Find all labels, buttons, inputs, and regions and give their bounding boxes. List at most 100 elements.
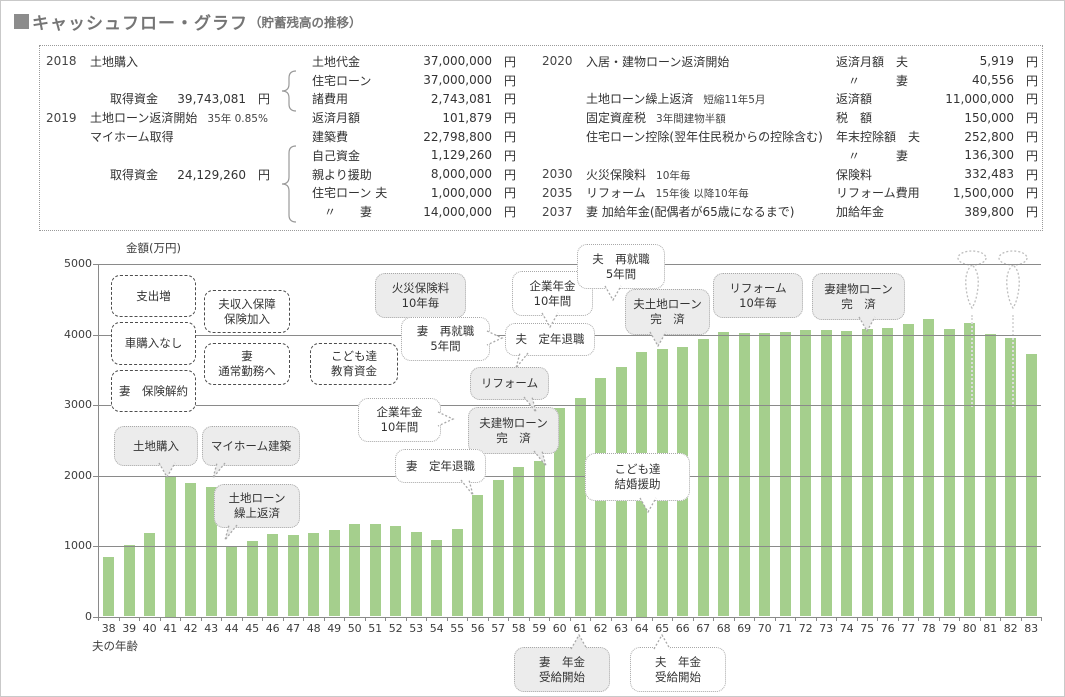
callout-wife-retirement: 妻 定年退職 xyxy=(395,449,486,483)
summary-row: 自己資金 1,129,260 円 xyxy=(46,146,516,165)
callout-text: 妻 再就職 xyxy=(416,324,475,339)
bar-age-67 xyxy=(697,339,709,617)
callout-tail xyxy=(523,396,537,413)
callout-reform: リフォーム xyxy=(470,367,549,400)
x-axis-tick xyxy=(467,616,469,621)
callout-text: 通常勤務へ xyxy=(218,364,276,378)
summary-cell: 円 xyxy=(1025,92,1038,107)
y-axis-tick-4000 xyxy=(93,334,98,336)
callout-tail xyxy=(212,462,226,479)
callout-text: 10年毎 xyxy=(739,295,777,310)
x-tick-label-66: 66 xyxy=(675,621,690,635)
x-axis-tick xyxy=(508,616,510,621)
gridline-2000 xyxy=(98,475,1041,477)
callout-tail xyxy=(533,450,547,467)
summary-cell: 円 xyxy=(1025,73,1038,88)
summary-cell: 5,919 xyxy=(979,54,1014,69)
callout-text: 企業年金 xyxy=(529,278,576,293)
bar-age-55 xyxy=(451,529,463,617)
summary-cell: 332,483 xyxy=(964,167,1014,182)
summary-row: 2018 土地購入 土地代金 37,000,000 円 xyxy=(46,52,516,71)
x-tick-label-48: 48 xyxy=(306,621,321,635)
x-axis-tick xyxy=(979,616,981,621)
callout-tail xyxy=(639,497,657,514)
summary-cell: 円 xyxy=(503,73,516,88)
callout-text: 企業年金 xyxy=(376,405,423,420)
x-axis-tick xyxy=(856,616,858,621)
callout-corporate-pension-10yr-2: 企業年金 10年間 xyxy=(358,398,441,442)
y-tick-label-0: 0 xyxy=(85,609,92,623)
summary-cell: 自己資金 xyxy=(312,148,361,163)
callout-text: 夫建物ローン xyxy=(479,415,548,430)
callout-text: 妻 保険解約 xyxy=(119,383,188,398)
callout-wife-insurance-cancellation: 妻 保険解約 xyxy=(111,370,196,412)
summary-cell: 円 xyxy=(503,111,516,126)
callout-text: 10年毎 xyxy=(401,295,440,310)
x-tick-label-52: 52 xyxy=(388,621,403,635)
x-tick-label-65: 65 xyxy=(655,621,670,635)
summary-row: 2020 入居・建物ローン返済開始 返済月額 夫 5,919 円 xyxy=(542,52,1038,71)
x-tick-label-63: 63 xyxy=(614,621,629,635)
x-axis-tick xyxy=(733,616,735,621)
callout-husband-land-loan-paid-off: 夫土地ローン完 済 xyxy=(625,289,710,335)
summary-row: 住宅ローン 夫 1,000,000 円 xyxy=(46,184,516,203)
x-axis-tick xyxy=(159,616,161,621)
y-tick-label-3000: 3000 xyxy=(64,398,92,411)
callout-text: 結婚援助 xyxy=(614,477,661,491)
bar-age-70 xyxy=(759,333,771,617)
callout-tail xyxy=(570,633,588,650)
x-axis-tick xyxy=(262,616,264,621)
x-axis-tick xyxy=(426,616,428,621)
summary-cell: 円 xyxy=(1025,205,1038,220)
summary-cell: 円 xyxy=(503,205,516,220)
x-axis-tick xyxy=(815,616,817,621)
summary-cell: 火災保険料 10年毎 xyxy=(586,167,691,182)
x-tick-label-82: 82 xyxy=(1003,621,1018,635)
summary-row: 取得資金 24,129,260 円 親より援助 8,000,000 円 xyxy=(46,165,516,184)
x-tick-label-57: 57 xyxy=(491,621,506,635)
x-axis-tick xyxy=(528,616,530,621)
callout-tail xyxy=(653,633,671,650)
summary-row: 土地ローン繰上返済 短縮11年5月 返済額 11,000,000 円 xyxy=(542,90,1038,109)
x-axis-tick xyxy=(1041,616,1043,621)
summary-cell: 親より援助 xyxy=(312,167,372,182)
summary-cell: 〃 妻 xyxy=(312,205,373,220)
x-axis-tick xyxy=(323,616,325,621)
summary-cell: 円 xyxy=(503,54,516,69)
bar-age-57 xyxy=(492,480,504,617)
callout-tail xyxy=(649,331,667,348)
callout-reform-every-10yr: リフォーム 10年毎 xyxy=(713,273,803,318)
x-tick-label-80: 80 xyxy=(962,621,977,635)
x-axis-tick xyxy=(836,616,838,621)
x-tick-label-70: 70 xyxy=(757,621,772,635)
bar-age-78 xyxy=(923,318,935,617)
summary-cell: 389,800 xyxy=(964,204,1014,219)
bar-age-74 xyxy=(841,330,853,617)
callout-tail xyxy=(224,524,238,541)
pushpin-icon xyxy=(995,248,1031,312)
summary-cell: 返済月額 xyxy=(312,111,361,126)
bar-age-59 xyxy=(533,461,545,617)
x-axis-tick xyxy=(364,616,366,621)
callout-text: マイホーム建築 xyxy=(210,438,292,453)
x-axis-tick xyxy=(918,616,920,621)
summary-row: 住宅ローン控除(翌年住民税からの控除含む) 年末控除額 夫 252,800 円 xyxy=(542,127,1038,146)
summary-cell: 年末控除額 夫 xyxy=(836,130,921,145)
callout-land-loan-prepayment: 土地ローン 繰上返済 xyxy=(214,484,300,528)
summary-cell: 円 xyxy=(1025,130,1038,145)
page-title: キャッシュフロー・グラフ xyxy=(32,14,248,34)
summary-cell: 土地ローン返済開始 35年 0.85% xyxy=(90,111,268,126)
x-axis-tick xyxy=(282,616,284,621)
gridline-5000 xyxy=(98,264,1041,265)
callout-tail xyxy=(158,462,176,479)
callout-husband-pension-start: 夫 年金 受給開始 xyxy=(630,647,726,692)
callout-tail xyxy=(604,285,622,302)
x-axis-tick xyxy=(139,616,141,621)
summary-cell: 150,000 xyxy=(964,110,1014,125)
bar-age-58 xyxy=(513,467,525,617)
y-axis-tick-2000 xyxy=(93,475,98,477)
y-tick-label-4000: 4000 xyxy=(64,327,92,341)
x-tick-label-83: 83 xyxy=(1024,621,1039,635)
summary-cell: 入居・建物ローン返済開始 xyxy=(586,54,730,69)
